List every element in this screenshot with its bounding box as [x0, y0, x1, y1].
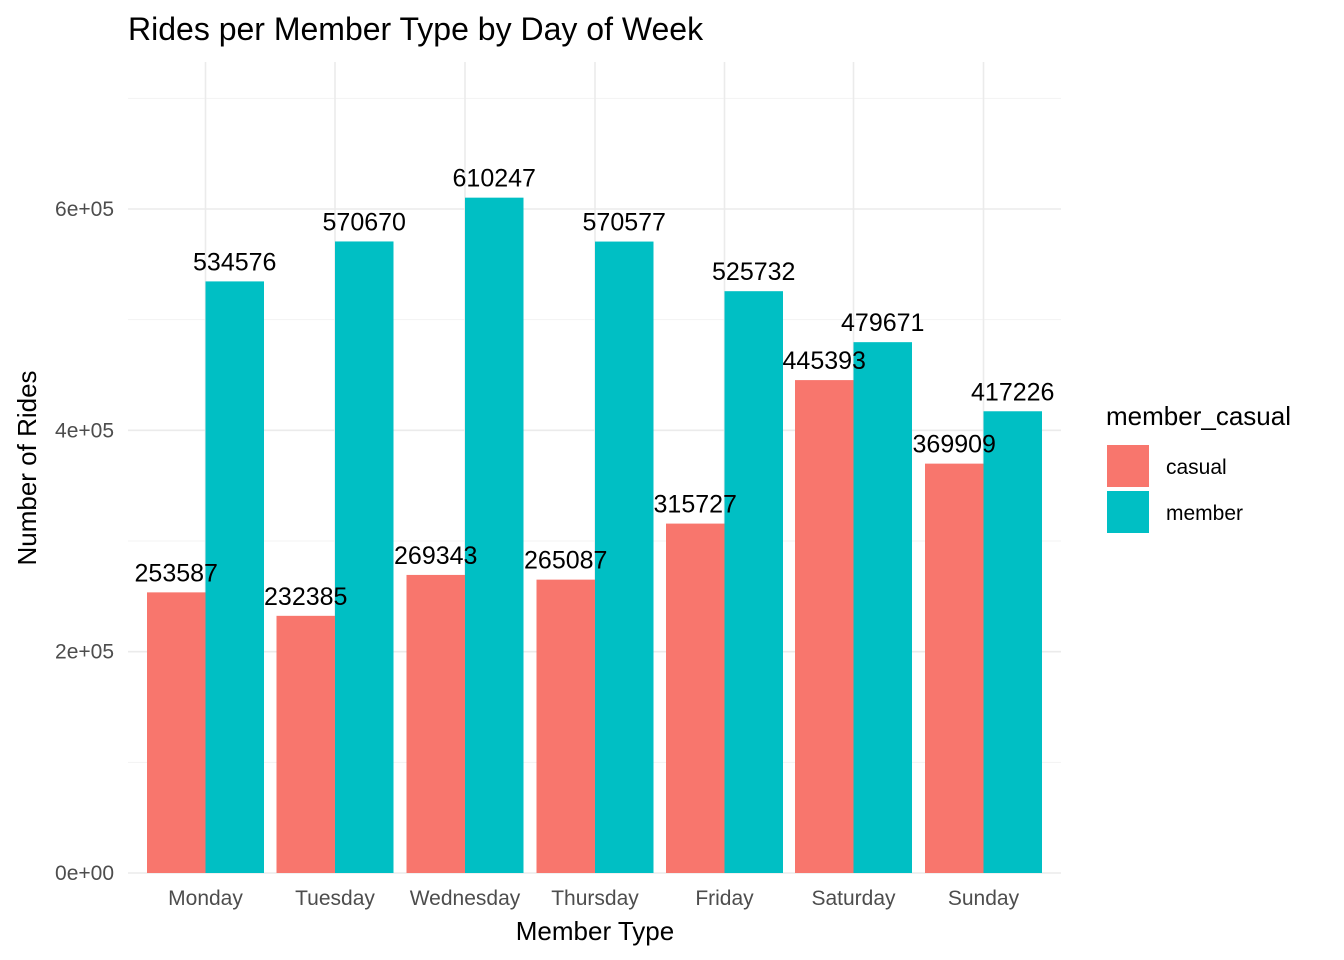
data-label-member-friday: 525732	[712, 258, 795, 286]
bar-casual-monday	[147, 592, 206, 873]
data-label-member-sunday: 417226	[971, 378, 1054, 406]
data-labels: 253587 232385 269343 265087 315727 445393 3699…	[135, 165, 1055, 611]
bar-casual-friday	[666, 523, 725, 873]
bar-member-thursday	[595, 241, 654, 873]
legend-title: member_casual	[1106, 401, 1291, 431]
data-label-casual-thursday: 265087	[524, 547, 607, 575]
bar-member-friday	[724, 291, 783, 873]
legend-key-casual	[1107, 445, 1149, 487]
chart-title: Rides per Member Type by Day of Week	[128, 11, 704, 47]
y-tick-label: 6e+05	[55, 198, 114, 221]
x-tick-label: Friday	[695, 887, 754, 910]
bar-casual-saturday	[795, 380, 854, 873]
legend-label-casual: casual	[1166, 456, 1227, 479]
legend-label-member: member	[1166, 502, 1243, 525]
x-tick-label: Sunday	[948, 887, 1020, 910]
bar-casual-sunday	[925, 463, 984, 873]
data-label-casual-friday: 315727	[654, 491, 737, 519]
x-tick-label: Thursday	[551, 887, 639, 910]
y-tick-label: 4e+05	[55, 419, 114, 442]
bar-member-monday	[205, 281, 264, 873]
bar-member-wednesday	[465, 197, 524, 874]
y-tick-label: 0e+00	[55, 862, 114, 885]
legend-key-member	[1107, 491, 1149, 533]
x-tick-label: Saturday	[811, 887, 896, 910]
bar-casual-wednesday	[406, 574, 465, 873]
bar-member-saturday	[853, 342, 912, 874]
bar-member-tuesday	[335, 241, 394, 874]
data-label-member-tuesday: 570670	[323, 208, 406, 236]
y-axis-title: Number of Rides	[12, 370, 42, 565]
bar-casual-thursday	[536, 579, 595, 873]
x-tick-label: Monday	[168, 887, 243, 910]
data-label-casual-wednesday: 269343	[394, 542, 477, 570]
data-label-casual-monday: 253587	[135, 559, 218, 587]
x-tick-label: Wednesday	[410, 887, 521, 910]
y-axis-ticks: 0e+00 2e+05 4e+05 6e+05	[55, 198, 114, 885]
x-axis-ticks: Monday Tuesday Wednesday Thursday Friday Satu…	[168, 887, 1019, 910]
y-tick-label: 2e+05	[55, 641, 114, 664]
data-label-member-wednesday: 610247	[453, 165, 536, 193]
legend: member_casual casual member	[1106, 401, 1291, 533]
bar-member-sunday	[983, 411, 1042, 873]
bar-casual-tuesday	[276, 615, 335, 873]
data-label-member-saturday: 479671	[841, 309, 924, 337]
bars	[147, 197, 1042, 874]
data-label-member-monday: 534576	[193, 248, 276, 276]
data-label-casual-saturday: 445393	[783, 347, 866, 375]
data-label-casual-tuesday: 232385	[264, 583, 347, 611]
x-axis-title: Member Type	[516, 916, 674, 946]
x-tick-label: Tuesday	[295, 887, 375, 910]
data-label-member-thursday: 570577	[583, 209, 666, 237]
data-label-casual-sunday: 369909	[913, 431, 996, 459]
